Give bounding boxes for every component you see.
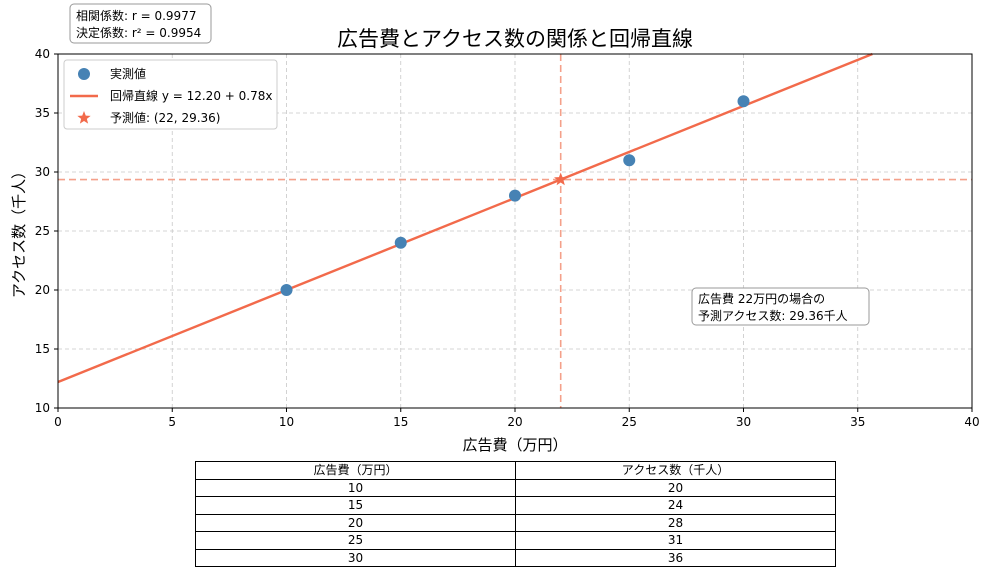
table-cell: 20	[195, 513, 516, 532]
table-cell: 25	[195, 531, 516, 550]
legend-label-star: 予測値: (22, 29.36)	[110, 110, 220, 125]
x-tick-label: 40	[964, 415, 979, 429]
x-tick-label: 0	[54, 415, 62, 429]
y-tick-label: 15	[35, 342, 50, 356]
legend-label-scatter: 実測値	[110, 66, 146, 81]
legend-frame	[63, 59, 278, 130]
table-cell: 30	[195, 548, 516, 567]
x-tick-label: 25	[622, 415, 637, 429]
x-axis-label: 広告費（万円）	[462, 436, 567, 454]
y-tick-label: 40	[35, 47, 50, 61]
reference-lines	[58, 54, 972, 408]
prediction-note-line2: 予測アクセス数: 29.36千人	[698, 308, 848, 323]
table-cell: 31	[515, 531, 836, 550]
stats-determination: 決定係数: r² = 0.9954	[76, 25, 201, 40]
data-point	[509, 189, 521, 202]
chart-title: 広告費とアクセス数の関係と回帰直線	[337, 27, 693, 51]
table-cell: 36	[515, 548, 836, 567]
x-tick-label: 30	[736, 415, 751, 429]
table-cell: 28	[515, 513, 836, 532]
y-axis-label: アクセス数（千人）	[10, 164, 28, 298]
table-header-row: 広告費（万円） アクセス数（千人）	[195, 461, 836, 480]
table-row: 15 24	[195, 496, 836, 515]
prediction-point	[554, 172, 568, 186]
table-header-cell: 広告費（万円）	[195, 461, 516, 480]
x-tick-label: 35	[850, 415, 865, 429]
legend-marker-star	[77, 111, 91, 124]
table-cell: 24	[515, 496, 836, 515]
stats-box: 相関係数: r = 0.9977 決定係数: r² = 0.9954	[69, 3, 212, 44]
x-tick-label: 5	[168, 415, 176, 429]
x-tick-label: 15	[393, 415, 408, 429]
y-tick-label: 25	[35, 224, 50, 238]
data-point	[394, 236, 407, 249]
plot-area	[57, 52, 873, 384]
regression-line	[57, 52, 873, 384]
stats-box-frame	[69, 3, 212, 44]
y-tick-label: 35	[35, 106, 50, 120]
prediction-note-line1: 広告費 22万円の場合の	[698, 291, 825, 306]
table-header-cell: アクセス数（千人）	[515, 461, 836, 480]
table-row: 30 36	[195, 548, 836, 567]
ticks: 0 5 10 15 20 25 30 35 40 10 15 20 25 30 35 40	[35, 47, 980, 429]
table-row: 10 20	[195, 478, 836, 497]
data-table: 広告費（万円） アクセス数（千人） 10 20 15 24 20 28 25 3…	[195, 461, 836, 567]
y-tick-label: 10	[35, 401, 50, 415]
table-row: 20 28	[195, 513, 836, 532]
data-point	[280, 284, 293, 296]
prediction-note: 広告費 22万円の場合の 予測アクセス数: 29.36千人	[691, 287, 870, 326]
prediction-note-frame	[691, 287, 870, 326]
legend: 実測値 回帰直線 y = 12.20 + 0.78x 予測値: (22, 29.…	[63, 59, 278, 130]
data-point	[623, 154, 636, 167]
chart: 0 5 10 15 20 25 30 35 40 10 15 20 25 30 35 40 広告費とアクセス数…	[10, 3, 980, 454]
stats-correlation: 相関係数: r = 0.9977	[76, 8, 196, 23]
legend-marker-scatter	[78, 68, 90, 80]
table-cell: 20	[515, 478, 836, 497]
x-tick-label: 10	[279, 415, 294, 429]
y-tick-label: 20	[35, 283, 50, 297]
data-point	[737, 95, 750, 108]
x-tick-label: 20	[507, 415, 522, 429]
table-row: 25 31	[195, 531, 836, 550]
table-cell: 15	[195, 496, 516, 515]
table-cell: 10	[195, 478, 516, 497]
y-tick-label: 30	[35, 165, 50, 179]
legend-label-line: 回帰直線 y = 12.20 + 0.78x	[110, 88, 272, 103]
